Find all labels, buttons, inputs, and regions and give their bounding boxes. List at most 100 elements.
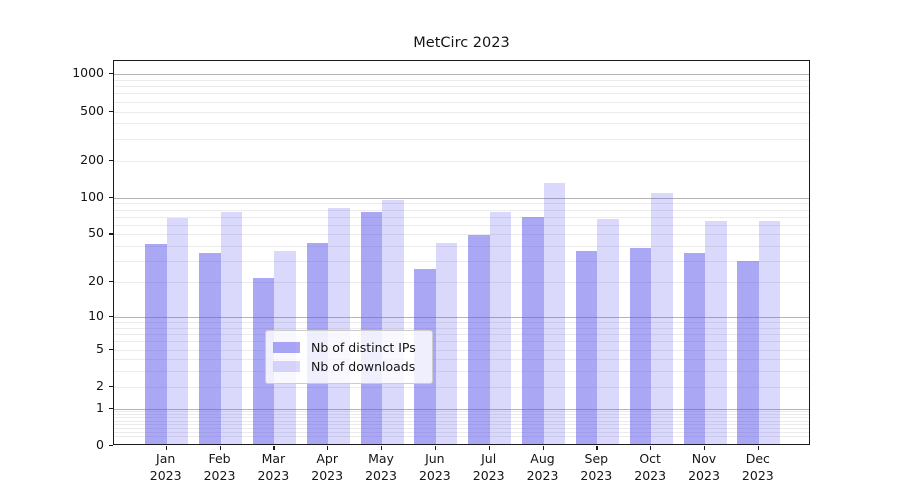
bar-distinct-ips-aug bbox=[522, 216, 544, 444]
y-axis-tick-mark bbox=[109, 196, 113, 198]
gridline-major bbox=[114, 408, 809, 410]
legend-item-downloads: Nb of downloads bbox=[273, 358, 423, 375]
x-axis-tick-label: Sep 2023 bbox=[580, 451, 613, 483]
legend-item-distinct-ips: Nb of distinct IPs bbox=[273, 339, 423, 356]
y-axis-tick-label: 5 bbox=[96, 340, 104, 356]
gridline-minor bbox=[114, 414, 809, 416]
bar-downloads-jul bbox=[489, 211, 512, 444]
legend-swatch-distinct-ips bbox=[273, 342, 300, 353]
x-axis-tick-mark bbox=[165, 446, 167, 450]
bar-distinct-ips-sep bbox=[575, 251, 598, 444]
x-axis-tick-label: Mar 2023 bbox=[257, 451, 290, 483]
gridline-minor bbox=[114, 341, 809, 343]
bar-distinct-ips-jan bbox=[145, 244, 167, 444]
x-axis-tick-mark bbox=[488, 446, 490, 450]
gridline-minor bbox=[114, 322, 809, 324]
gridline-minor bbox=[114, 424, 809, 426]
y-axis-tick-mark bbox=[109, 110, 113, 112]
gridline-minor bbox=[114, 123, 809, 125]
y-axis-tick-label: 10 bbox=[88, 307, 104, 323]
gridline-minor bbox=[114, 386, 809, 388]
gridline-minor bbox=[114, 234, 809, 236]
y-axis-tick-mark bbox=[109, 281, 113, 283]
gridline-minor bbox=[114, 160, 809, 162]
x-axis-tick-label: Jul 2023 bbox=[472, 451, 505, 483]
gridline-minor bbox=[114, 138, 809, 140]
bar-downloads-may bbox=[382, 199, 404, 444]
gridline-minor bbox=[114, 79, 809, 81]
gridline-major bbox=[114, 74, 809, 76]
x-axis-tick-label: Oct 2023 bbox=[634, 451, 667, 483]
bar-downloads-jan bbox=[166, 217, 189, 444]
bar-downloads-sep bbox=[597, 218, 619, 444]
gridline-minor bbox=[114, 246, 809, 248]
x-axis-tick-mark bbox=[704, 446, 706, 450]
y-axis-tick-label: 50 bbox=[88, 225, 104, 241]
bar-distinct-ips-nov bbox=[683, 252, 705, 444]
bar-distinct-ips-dec bbox=[737, 261, 759, 444]
gridline-minor bbox=[114, 101, 809, 103]
y-axis-tick-mark bbox=[109, 315, 113, 318]
gridline-minor bbox=[114, 282, 809, 284]
x-axis-tick-label: Apr 2023 bbox=[311, 451, 344, 483]
y-axis-tick-label: 1 bbox=[96, 399, 104, 415]
legend-label-downloads: Nb of downloads bbox=[311, 359, 416, 374]
y-axis-tick-label: 200 bbox=[80, 151, 104, 167]
x-axis-tick-label: May 2023 bbox=[365, 451, 397, 483]
bar-distinct-ips-jul bbox=[468, 234, 490, 444]
gridline-minor bbox=[114, 411, 809, 413]
y-axis-tick-mark bbox=[109, 348, 113, 350]
x-axis-tick-label: Jun 2023 bbox=[418, 451, 451, 483]
bar-downloads-nov bbox=[705, 221, 727, 444]
gridline-minor bbox=[114, 111, 809, 113]
gridline-minor bbox=[114, 93, 809, 95]
gridline-minor bbox=[114, 86, 809, 88]
gridline-minor bbox=[114, 371, 809, 373]
y-axis-tick-label: 0 bbox=[96, 437, 104, 452]
gridline-minor bbox=[114, 203, 809, 205]
bar-downloads-dec bbox=[758, 221, 781, 444]
y-axis-tick-mark bbox=[109, 233, 113, 235]
y-axis-tick-mark bbox=[109, 407, 113, 409]
gridline-minor bbox=[114, 209, 809, 211]
bar-distinct-ips-oct bbox=[629, 248, 652, 444]
chart-title: MetCirc 2023 bbox=[413, 35, 510, 51]
x-axis-tick-label: Jan 2023 bbox=[149, 451, 182, 483]
gridline-minor bbox=[114, 427, 809, 429]
gridline-major bbox=[114, 197, 809, 199]
y-axis-tick-label: 500 bbox=[80, 102, 104, 118]
x-axis-tick-label: Aug 2023 bbox=[526, 451, 559, 483]
x-axis-tick-mark bbox=[757, 446, 760, 450]
y-axis-tick-mark bbox=[109, 385, 113, 388]
gridline-minor bbox=[114, 349, 809, 351]
x-axis-tick-label: Feb 2023 bbox=[203, 451, 236, 483]
x-axis-tick-mark bbox=[542, 446, 544, 450]
bar-distinct-ips-mar bbox=[252, 277, 275, 444]
y-axis-tick-label: 2 bbox=[96, 377, 104, 393]
gridline-minor bbox=[114, 216, 809, 218]
y-axis-tick-mark bbox=[109, 159, 113, 161]
x-axis-tick-mark bbox=[381, 446, 383, 450]
legend: Nb of distinct IPs Nb of downloads bbox=[265, 330, 433, 384]
x-axis-tick-mark bbox=[650, 446, 652, 450]
gridline-minor bbox=[114, 431, 809, 433]
y-axis-tick-mark bbox=[109, 73, 113, 75]
bar-downloads-aug bbox=[543, 182, 565, 444]
legend-swatch-downloads bbox=[273, 361, 300, 372]
y-axis-tick-label: 100 bbox=[80, 188, 104, 204]
x-axis-tick-mark bbox=[273, 446, 275, 450]
gridline-minor bbox=[114, 359, 809, 361]
bar-downloads-apr bbox=[328, 207, 350, 444]
gridline-minor bbox=[114, 261, 809, 263]
bar-downloads-oct bbox=[651, 193, 673, 444]
x-axis-tick-mark bbox=[434, 446, 437, 450]
gridline-minor bbox=[114, 334, 809, 336]
bar-downloads-jun bbox=[435, 242, 458, 444]
gridline-minor bbox=[114, 420, 809, 422]
y-axis-tick-label: 1000 bbox=[72, 65, 104, 81]
x-axis-tick-mark bbox=[596, 446, 598, 450]
gridline-minor bbox=[114, 327, 809, 329]
x-axis-tick-label: Nov 2023 bbox=[688, 451, 720, 483]
bar-distinct-ips-may bbox=[360, 212, 383, 444]
